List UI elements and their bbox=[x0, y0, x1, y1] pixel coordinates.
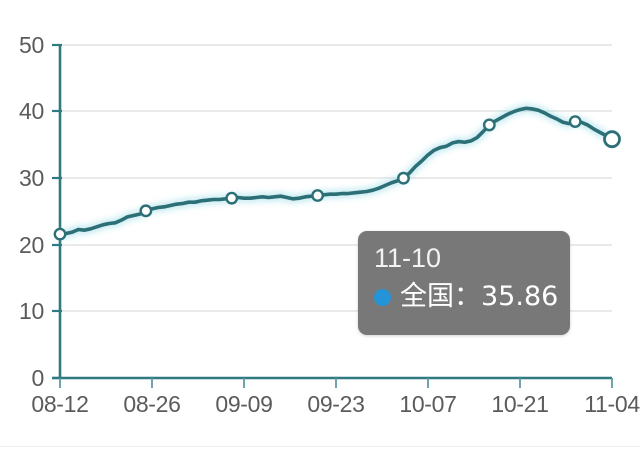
x-tick-label-0812: 08-12 bbox=[31, 391, 89, 417]
tooltip-date: 11-10 bbox=[374, 243, 442, 273]
x-tick-label-0826: 08-26 bbox=[123, 391, 181, 417]
series-line-national bbox=[58, 106, 614, 236]
data-point-marker[interactable] bbox=[225, 191, 239, 205]
data-point-marker[interactable] bbox=[397, 171, 410, 185]
x-tick-label-0909: 09-09 bbox=[215, 391, 273, 417]
tooltip-series-row: 全国：35.86 bbox=[374, 281, 559, 313]
series-markers bbox=[53, 115, 621, 241]
x-tick-marks bbox=[59, 378, 613, 388]
data-point-marker[interactable] bbox=[603, 130, 621, 149]
data-point-marker[interactable] bbox=[568, 115, 582, 128]
data-point-marker[interactable] bbox=[53, 227, 67, 241]
x-tick-label-0923: 09-23 bbox=[307, 391, 365, 417]
data-point-marker[interactable] bbox=[139, 204, 153, 218]
chart-tooltip: 11-10 全国：35.86 bbox=[358, 231, 570, 335]
axis-lines bbox=[52, 45, 612, 380]
y-tick-label-40: 40 bbox=[19, 98, 44, 124]
bottom-divider bbox=[0, 446, 640, 447]
series-color-dot-icon bbox=[374, 288, 391, 306]
tooltip-series-value: 全国：35.86 bbox=[400, 281, 559, 312]
data-point-marker[interactable] bbox=[482, 118, 496, 132]
y-tick-label-30: 30 bbox=[19, 165, 44, 191]
y-tick-label-20: 20 bbox=[19, 232, 44, 258]
x-tick-label-1104: 11-04 bbox=[584, 391, 640, 417]
data-point-marker[interactable] bbox=[311, 189, 324, 202]
x-tick-label-1007: 10-07 bbox=[399, 391, 457, 417]
x-tick-label-1021: 10-21 bbox=[491, 391, 549, 417]
y-tick-label-50: 50 bbox=[19, 32, 44, 58]
y-tick-label-10: 10 bbox=[19, 298, 44, 324]
y-tick-label-0: 0 bbox=[31, 365, 45, 391]
